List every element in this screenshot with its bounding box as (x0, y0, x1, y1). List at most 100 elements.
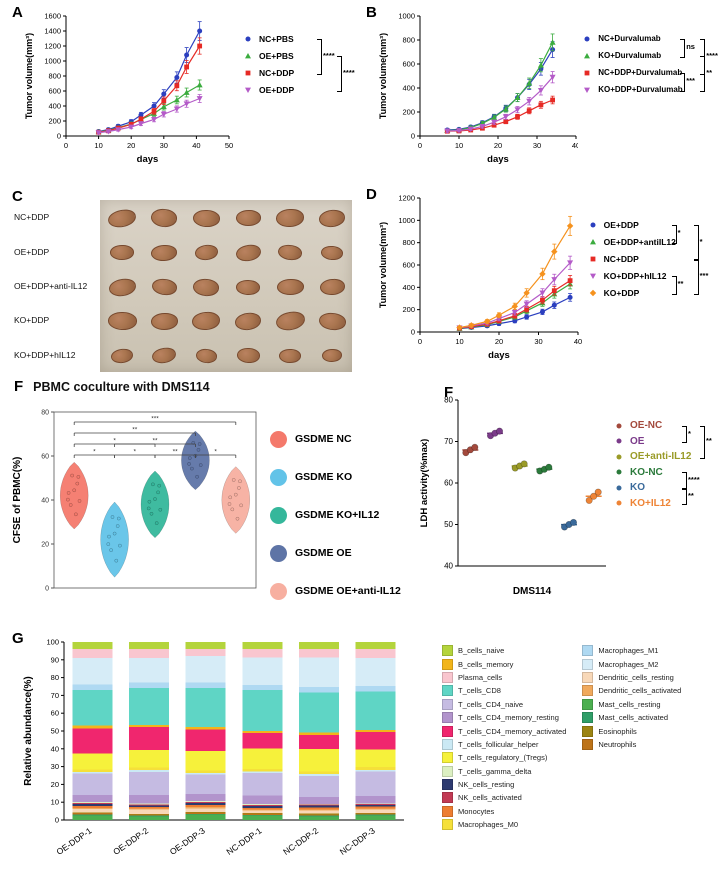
significance-label: *** (686, 76, 695, 85)
legend-label: Macrophages_M2 (598, 659, 659, 669)
y-axis-label: Tumor volume(mm³) (378, 33, 388, 119)
triangle-down-marker-icon (245, 87, 251, 93)
legend-item: OE (612, 434, 716, 450)
triangle-down-marker-icon (105, 129, 112, 135)
square-marker-icon (128, 121, 134, 127)
cell-type-color-icon (582, 658, 594, 670)
significance-label: * (214, 449, 217, 456)
cell-type-color-icon (442, 658, 453, 670)
cell-type-color-icon (582, 725, 594, 737)
axis-text: 200 (402, 108, 415, 117)
legend-label: T_cells_gamma_delta (458, 766, 532, 776)
axis-text: 30 (534, 337, 542, 346)
triangle-down-marker-icon (128, 124, 135, 130)
tumor-specimen (317, 311, 347, 332)
cell-type-color-icon (442, 725, 453, 737)
tumor-specimen (234, 242, 262, 263)
legend-label: NC+DDP+Durvalumab (598, 68, 683, 77)
legend-label: KO-NC (630, 466, 663, 478)
legend-item: OE+DDP (241, 81, 359, 98)
significance-label: ** (132, 427, 138, 434)
panel-letter-e: F (14, 378, 24, 395)
axis-text: 60 (41, 454, 49, 461)
significance-label: ** (173, 449, 179, 456)
axis-text: 1400 (44, 27, 61, 36)
diamond-marker-icon (483, 318, 491, 325)
legend-column: B_cells_naive B_cells_memory Plasma_cells T… (442, 644, 566, 831)
legend-item: KO-NC (612, 465, 716, 481)
panel-letter-f: F (444, 384, 454, 401)
panel-a: A 0 10 20 30 40 50 0 200 400 600 800 1000 1200 1400 16… (10, 4, 362, 180)
group-color-icon (270, 506, 287, 524)
triangle-down-marker-icon (551, 277, 558, 283)
legend-item: Mast_cells_activated (582, 711, 681, 724)
stacked-bar-OE-DDP-1 (72, 642, 113, 820)
cell-type-color-icon (442, 698, 453, 710)
category-label: NC-DDP-1 (224, 825, 263, 857)
axes: 0 10 20 30 40020040060080010001200daysTumor … (378, 194, 582, 362)
violin-GSDME NC (59, 461, 89, 530)
violin-GSDME OE (181, 430, 210, 491)
square-marker-icon (515, 114, 520, 120)
axis-text: 10 (455, 337, 463, 346)
legend-label: T_cells_follicular_helper (458, 739, 539, 749)
axis-text: 90 (51, 655, 59, 664)
significance-label: ns (686, 42, 695, 51)
group-KO (561, 518, 578, 531)
panel-e-violin: F PBMC coculture with DMS114 0 20 40 60 80 CF… (8, 378, 401, 626)
tumor-photo (100, 200, 352, 372)
axis-text: 50 (225, 141, 233, 150)
legend-label: GSDME OE (295, 547, 352, 559)
axis-text: 40 (574, 337, 582, 346)
triangle-marker-icon (491, 114, 498, 120)
tumor-specimen (234, 311, 262, 332)
triangle-down-marker-icon (173, 106, 180, 112)
axis-text: 10 (51, 798, 59, 807)
axis-text: 800 (402, 36, 415, 45)
legend-label: KO+DDP+Durvalumab (598, 85, 683, 94)
legend-item: B_cells_memory (442, 657, 566, 670)
legend-label: KO+DDP+hIL12 (603, 270, 667, 281)
legend-label: T_cells_CD4_memory_activated (458, 726, 567, 736)
axis-text: 40 (444, 562, 453, 571)
significance-label: **** (688, 475, 700, 484)
cell-type-color-icon (442, 671, 453, 683)
axis-text: 400 (402, 84, 415, 93)
triangle-down-marker-icon (523, 301, 530, 308)
triangle-marker-icon (196, 82, 203, 88)
tumor-specimen (109, 244, 135, 261)
axis-text: 0 (45, 586, 49, 593)
square-marker-icon (584, 70, 590, 75)
cell-type-color-icon (442, 805, 453, 817)
circle-marker-icon (567, 294, 573, 300)
triangle-down-marker-icon (584, 87, 591, 93)
axis-text: 0 (64, 141, 68, 150)
circle-marker-icon (616, 485, 622, 491)
significance-label: ** (688, 490, 694, 500)
axes: 0 10 20 30 40 50 0 200 400 600 800 1000 1200 1400 1600… (24, 12, 233, 166)
tumor-specimen (235, 347, 261, 365)
legend-item: GSDME NC (270, 420, 396, 458)
panel-c: C NC+DDP OE+DDP OE+DDP+anti-IL12 KO+DDP KO+D… (10, 188, 362, 374)
panel-letter-a: A (12, 4, 23, 21)
significance-bracket (671, 224, 677, 244)
x-axis-label: days (137, 154, 159, 165)
legend-item: B_cells_naive (442, 644, 566, 657)
circle-marker-icon (616, 438, 622, 444)
legend-item: OE-NC (612, 418, 716, 434)
triangle-marker-icon (537, 62, 544, 68)
legend-label: Plasma_cells (458, 672, 503, 682)
series-NC+DDP (96, 37, 203, 135)
axis-text: 20 (41, 542, 49, 549)
panel-letter-g: G (12, 630, 24, 647)
cell-type-color-icon (582, 712, 594, 724)
triangle-down-marker-icon (526, 98, 533, 105)
legend-label: NK_cells_activated (458, 793, 522, 803)
square-marker-icon (590, 256, 596, 261)
tumor-specimen (150, 207, 178, 229)
cell-type-color-icon (442, 645, 453, 657)
legend-label: KO+Durvalumab (598, 51, 662, 60)
circle-marker-icon (197, 28, 203, 34)
triangle-marker-icon (514, 94, 521, 100)
panel-f-ldh: F 40 50 60 70 80 DMS114 LDH activity(%max) OE-… (408, 384, 724, 624)
